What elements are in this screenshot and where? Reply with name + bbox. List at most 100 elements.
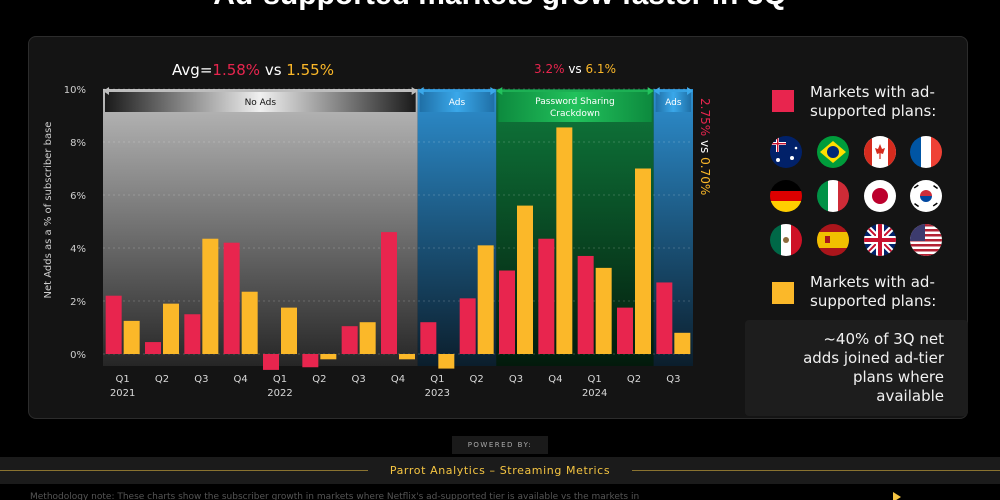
note-line4: available xyxy=(876,387,944,405)
bar-red-5 xyxy=(302,354,319,368)
y-tick-label-3: 6% xyxy=(70,191,86,202)
bar-yellow-14 xyxy=(674,332,691,354)
period-arrow-left-2 xyxy=(496,87,503,95)
x-tick-label-10: Q3 xyxy=(509,374,523,385)
x-tick-label-7: Q4 xyxy=(391,374,405,385)
period-label-3: Ads xyxy=(665,98,682,108)
bar-red-4 xyxy=(263,354,279,370)
crackdown-vs: vs xyxy=(565,62,586,76)
bar-yellow-11 xyxy=(556,127,573,354)
bar-red-7 xyxy=(381,232,397,354)
germany-flag xyxy=(770,180,802,212)
x-tick-label-14: Q3 xyxy=(666,374,680,385)
q3-vs: vs xyxy=(698,136,712,157)
x-tick-label-11: Q4 xyxy=(548,374,562,385)
avg-vs: vs xyxy=(260,61,286,79)
japan-flag xyxy=(864,180,896,212)
bar-yellow-13 xyxy=(635,168,651,354)
period-label-2-line1: Password Sharing xyxy=(535,97,614,107)
bar-red-14 xyxy=(656,282,673,354)
q3-red-value: 2.75% xyxy=(698,98,712,136)
y-tick-label-4: 8% xyxy=(70,138,86,149)
bar-yellow-2 xyxy=(202,238,219,354)
bar-red-1 xyxy=(145,342,161,354)
x-tick-label-12: Q1 xyxy=(588,374,602,385)
bar-yellow-9 xyxy=(477,245,494,354)
bar-red-3 xyxy=(223,242,240,354)
period-band-1 xyxy=(419,92,495,112)
avg-annotation: Avg=1.58% vs 1.55% xyxy=(172,61,334,79)
x-tick-label-13: Q2 xyxy=(627,374,641,385)
x-tick-label-0: Q1 xyxy=(116,374,130,385)
note-line2: adds joined ad-tier xyxy=(803,349,944,367)
bar-red-0 xyxy=(105,295,122,354)
mexico-flag xyxy=(770,224,802,256)
italy-flag xyxy=(817,180,849,212)
x-tick-label-4: Q1 xyxy=(273,374,287,385)
bar-red-9 xyxy=(459,298,476,354)
footer-text: Parrot Analytics – Streaming Metrics xyxy=(389,464,611,477)
footer-line-left xyxy=(0,470,368,471)
note-line1: ~40% of 3Q net xyxy=(823,330,944,348)
usa-flag xyxy=(910,224,942,256)
spain-flag xyxy=(817,224,849,256)
y-tick-label-0: 0% xyxy=(70,350,86,361)
period-band-0 xyxy=(105,92,416,112)
x-tick-label-8: Q1 xyxy=(430,374,444,385)
y-axis-label: Net Adds as a % of subscriber base xyxy=(43,122,54,299)
legend-red-line1: Markets with ad- xyxy=(810,83,935,101)
page-title: Ad-supported markets grow faster in 3Q xyxy=(0,0,1000,12)
australia-flag xyxy=(770,136,802,168)
x-year-label-0: 2021 xyxy=(110,388,135,399)
bar-yellow-4 xyxy=(281,307,297,354)
avg-yellow-value: 1.55% xyxy=(286,61,334,79)
legend-yellow-swatch xyxy=(772,282,794,304)
y-tick-label-5: 10% xyxy=(64,85,86,96)
bar-yellow-0 xyxy=(123,320,140,354)
x-tick-label-9: Q2 xyxy=(470,374,484,385)
period-arrow-right-0 xyxy=(411,87,418,95)
uk-flag xyxy=(864,224,896,256)
canada-flag xyxy=(864,136,896,168)
corner-arrow-icon xyxy=(893,492,901,500)
bar-yellow-12 xyxy=(595,267,612,354)
legend-red-line2: supported plans: xyxy=(810,102,937,120)
period-arrow-left-1 xyxy=(417,87,424,95)
x-tick-label-2: Q3 xyxy=(194,374,208,385)
period-band-3 xyxy=(655,92,691,112)
legend-yellow-line2: supported plans: xyxy=(810,292,937,310)
footer-bar: Parrot Analytics – Streaming Metrics xyxy=(0,457,1000,484)
period-label-1: Ads xyxy=(449,98,466,108)
period-label-2-line2: Crackdown xyxy=(550,109,600,119)
period-arrow-left-3 xyxy=(653,87,660,95)
period-label-0: No Ads xyxy=(245,98,277,108)
bar-yellow-7 xyxy=(399,354,415,360)
legend-red-label: Markets with ad- supported plans: xyxy=(810,83,936,121)
x-year-label-3: 2024 xyxy=(582,388,607,399)
bar-yellow-5 xyxy=(320,354,337,360)
methodology-note: Methodology note: These charts show the … xyxy=(30,492,640,500)
bar-yellow-1 xyxy=(163,303,179,354)
x-tick-label-3: Q4 xyxy=(234,374,248,385)
q3-yellow-value: 0.70% xyxy=(698,157,712,195)
period-arrow-right-1 xyxy=(490,87,497,95)
legend-red-swatch xyxy=(772,90,794,112)
bar-yellow-6 xyxy=(359,322,376,354)
bar-red-11 xyxy=(538,238,555,354)
avg-red-value: 1.58% xyxy=(212,61,260,79)
x-tick-label-1: Q2 xyxy=(155,374,169,385)
x-tick-label-6: Q3 xyxy=(352,374,366,385)
avg-prefix: Avg= xyxy=(172,61,212,79)
period-arrow-right-2 xyxy=(647,87,654,95)
period-bg-0 xyxy=(103,89,418,366)
y-tick-label-1: 2% xyxy=(70,297,86,308)
brazil-flag xyxy=(817,136,849,168)
bar-yellow-10 xyxy=(517,205,533,354)
bar-yellow-3 xyxy=(241,291,258,354)
bar-red-2 xyxy=(184,314,201,354)
crackdown-annotation: 3.2% vs 6.1% xyxy=(534,62,616,76)
y-tick-label-2: 4% xyxy=(70,244,86,255)
period-arrow-right-3 xyxy=(687,87,693,95)
powered-by-label: POWERED BY: xyxy=(452,436,548,454)
legend-yellow-line1: Markets with ad- xyxy=(810,273,935,291)
